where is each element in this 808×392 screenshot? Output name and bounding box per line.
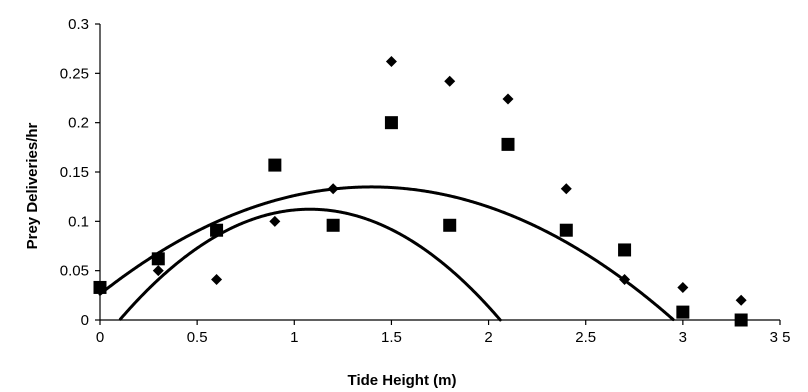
y-tick-label: 0.25 (60, 65, 89, 82)
x-tick-label: 3 5 (770, 329, 791, 346)
data-point-diamond (269, 215, 281, 227)
data-point-square (151, 252, 165, 266)
data-point-diamond (385, 55, 397, 67)
y-axis-title: Prey Deliveries/hr (24, 122, 41, 249)
x-tick-label: 1 (290, 329, 298, 346)
data-point-square (210, 223, 224, 237)
data-point-square (618, 243, 632, 257)
y-ticks: 0 0.05 0.1 0.15 0.2 0.25 0.3 (60, 16, 100, 329)
trendline-square (98, 185, 675, 322)
trendlines (98, 185, 675, 322)
data-point-diamond (327, 183, 339, 195)
x-tick-label: 2 (484, 329, 492, 346)
y-tick-label: 0.05 (60, 263, 89, 280)
x-axis-title: Tide Height (m) (348, 372, 457, 389)
data-point-square (443, 218, 457, 232)
data-point-diamond (619, 274, 631, 286)
y-tick-label: 0.2 (68, 115, 89, 132)
y-tick-label: 0.1 (68, 213, 89, 230)
data-point-diamond (560, 183, 572, 195)
y-tick-label: 0 (81, 312, 89, 329)
data-point-diamond (152, 265, 164, 277)
data-point-square (384, 116, 398, 130)
markers (93, 55, 748, 327)
data-point-diamond (677, 281, 689, 293)
data-point-square (268, 158, 282, 172)
x-tick-label: 0.5 (187, 329, 208, 346)
data-point-diamond (502, 93, 514, 105)
data-point-diamond (444, 75, 456, 87)
data-point-square (559, 223, 573, 237)
data-point-square (326, 218, 340, 232)
data-point-square (734, 313, 748, 327)
x-tick-label: 2.5 (575, 329, 596, 346)
x-tick-label: 3 (679, 329, 687, 346)
y-tick-label: 0.15 (60, 164, 89, 181)
y-tick-label: 0.3 (68, 16, 89, 33)
data-point-square (93, 280, 107, 294)
data-point-square (676, 305, 690, 319)
x-tick-label: 1.5 (381, 329, 402, 346)
data-point-diamond (211, 274, 223, 286)
data-point-square (501, 137, 515, 151)
x-tick-label: 0 (96, 329, 104, 346)
data-point-diamond (735, 294, 747, 306)
x-ticks: 0 0.5 1 1.5 2 2.5 3 3 5 (96, 320, 791, 346)
trendline-diamond (118, 207, 502, 322)
